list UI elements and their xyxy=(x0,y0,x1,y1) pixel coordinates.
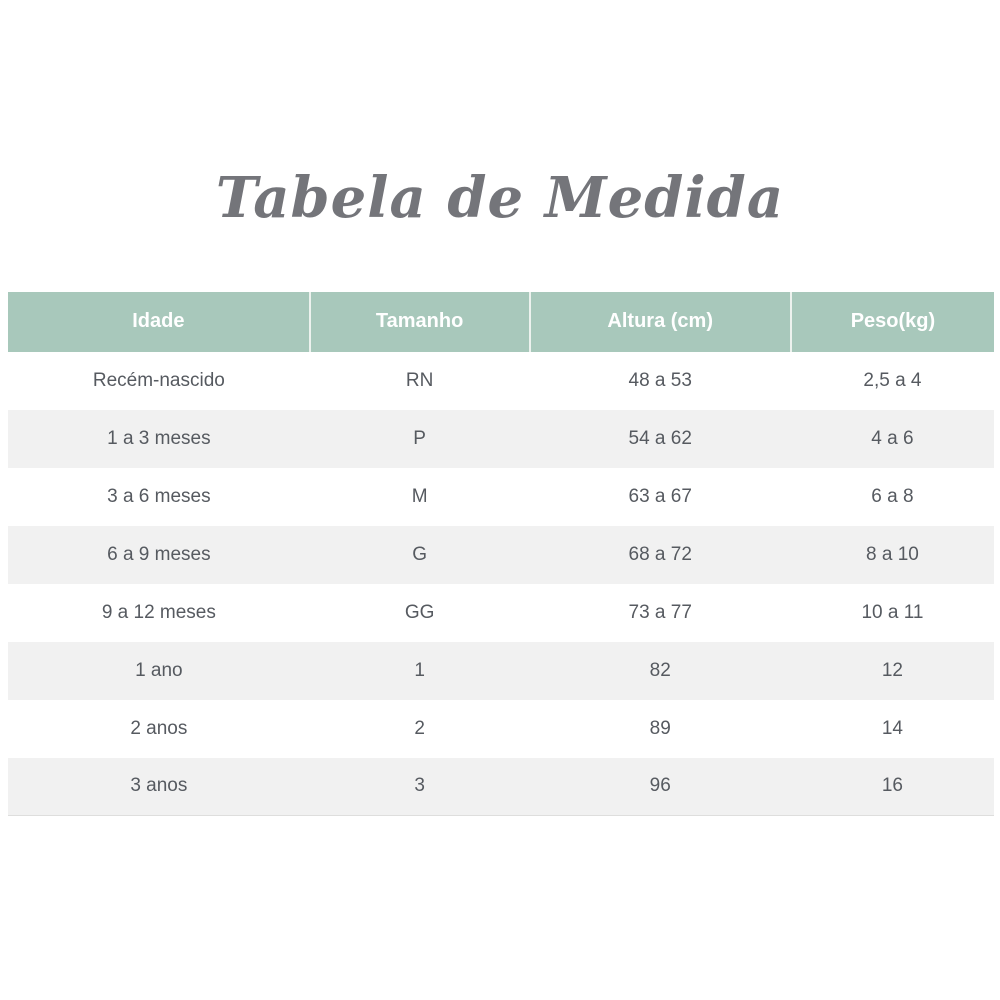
table-cell: 48 a 53 xyxy=(529,351,791,410)
table-cell: 6 a 9 meses xyxy=(8,525,310,584)
table-cell: 2,5 a 4 xyxy=(790,351,994,410)
table-cell: 12 xyxy=(790,641,994,700)
size-chart-page: Tabela de Medida Idade Tamanho Altura (c… xyxy=(0,165,1000,1000)
table-cell: 6 a 8 xyxy=(790,467,994,526)
table-header: Idade Tamanho Altura (cm) Peso(kg) xyxy=(8,291,994,352)
size-chart-table: Idade Tamanho Altura (cm) Peso(kg) Recém… xyxy=(8,291,994,817)
table-cell: G xyxy=(309,525,530,584)
table-row: 3 anos 3 96 16 xyxy=(8,757,994,816)
table-cell: 82 xyxy=(529,641,791,700)
table-row: 3 a 6 meses M 63 a 67 6 a 8 xyxy=(8,467,994,526)
table-cell: 3 xyxy=(309,757,530,816)
table-row: Recém-nascido RN 48 a 53 2,5 a 4 xyxy=(8,351,994,410)
table-cell: 63 a 67 xyxy=(529,467,791,526)
column-header-altura: Altura (cm) xyxy=(529,291,792,352)
table-cell: 10 a 11 xyxy=(790,583,994,642)
header-row: Idade Tamanho Altura (cm) Peso(kg) xyxy=(8,291,994,352)
table-cell: RN xyxy=(309,351,530,410)
column-header-idade: Idade xyxy=(8,291,311,352)
table-cell: M xyxy=(309,467,530,526)
table-row: 2 anos 2 89 14 xyxy=(8,699,994,758)
table-cell: 54 a 62 xyxy=(529,409,791,468)
table-cell: 1 ano xyxy=(8,641,310,700)
table-cell: 2 xyxy=(309,699,530,758)
table-cell: GG xyxy=(309,583,530,642)
page-title: Tabela de Medida xyxy=(215,165,785,231)
table-cell: 9 a 12 meses xyxy=(8,583,310,642)
table-cell: 3 a 6 meses xyxy=(8,467,310,526)
table-cell: 89 xyxy=(529,699,791,758)
table-row: 9 a 12 meses GG 73 a 77 10 a 11 xyxy=(8,583,994,642)
table-row: 1 ano 1 82 12 xyxy=(8,641,994,700)
table-cell: 68 a 72 xyxy=(529,525,791,584)
table-cell: 73 a 77 xyxy=(529,583,791,642)
table-cell: P xyxy=(309,409,530,468)
table-cell: Recém-nascido xyxy=(8,351,310,410)
table-cell: 14 xyxy=(790,699,994,758)
table-row: 6 a 9 meses G 68 a 72 8 a 10 xyxy=(8,525,994,584)
table-cell: 8 a 10 xyxy=(790,525,994,584)
column-header-peso: Peso(kg) xyxy=(790,291,994,352)
table-cell: 96 xyxy=(529,757,791,816)
table-cell: 16 xyxy=(790,757,994,816)
table-cell: 4 a 6 xyxy=(790,409,994,468)
table-cell: 1 xyxy=(309,641,530,700)
table-row: 1 a 3 meses P 54 a 62 4 a 6 xyxy=(8,409,994,468)
table-cell: 3 anos xyxy=(8,757,310,816)
table-cell: 1 a 3 meses xyxy=(8,409,310,468)
column-header-tamanho: Tamanho xyxy=(309,291,531,352)
table-cell: 2 anos xyxy=(8,699,310,758)
